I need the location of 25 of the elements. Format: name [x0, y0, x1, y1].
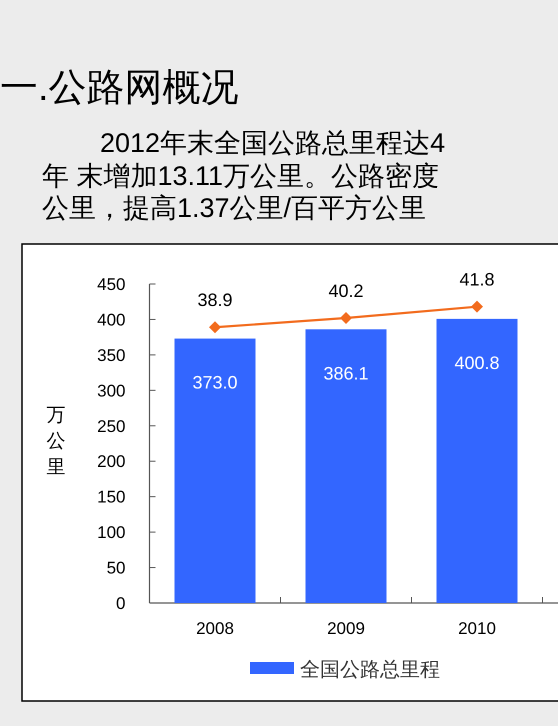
y-tick-label: 450 — [97, 275, 126, 294]
data-label: 386.1 — [323, 363, 369, 384]
x-tick-label: 2010 — [458, 619, 496, 638]
legend-label: 全国公路总里程 — [300, 659, 440, 681]
y-tick-label: 300 — [97, 381, 126, 400]
data-label: 400.8 — [454, 352, 500, 373]
x-tick-label: 2008 — [196, 619, 234, 638]
y-tick-label: 350 — [97, 346, 126, 365]
y-tick-label: 150 — [97, 488, 126, 507]
text: 公里，提高1.37公里/百平方公里 — [42, 193, 426, 223]
text: 2012年末全国公路总里程达4 — [100, 128, 446, 158]
y-tick-label: 400 — [97, 310, 126, 330]
y-tick-label: 50 — [106, 558, 126, 578]
x-tick-label: 2009 — [327, 619, 365, 638]
y-tick-label: 100 — [97, 523, 126, 542]
data-label: 373.0 — [192, 372, 238, 393]
data-label: 40.2 — [328, 281, 364, 302]
y-axis-title: 万公里 — [46, 405, 66, 478]
y-tick-label: 250 — [97, 416, 126, 436]
chart-title: 一.公路网概况 — [0, 67, 239, 109]
data-label: 41.8 — [459, 270, 495, 290]
data-label: 38.9 — [197, 290, 233, 310]
text: 年 末增加13.11万公里。公路密度 — [42, 161, 440, 191]
y-tick-label: 200 — [97, 452, 126, 472]
y-tick-label: 0 — [116, 594, 126, 613]
